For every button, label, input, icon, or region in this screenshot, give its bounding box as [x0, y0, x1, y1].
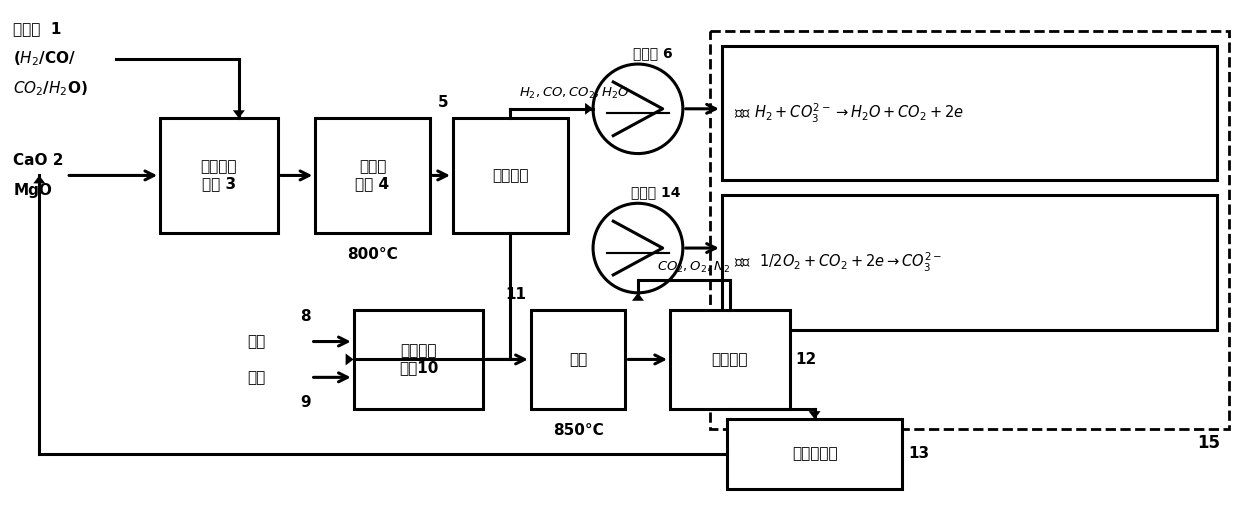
Text: 11: 11 — [506, 287, 527, 302]
Polygon shape — [346, 353, 353, 365]
Text: 13: 13 — [908, 446, 929, 461]
Text: 气固分离: 气固分离 — [492, 168, 528, 183]
FancyBboxPatch shape — [353, 310, 484, 409]
FancyBboxPatch shape — [453, 119, 568, 232]
Text: 8: 8 — [300, 309, 311, 324]
Text: 5: 5 — [438, 95, 449, 110]
Text: MgO: MgO — [14, 183, 52, 198]
Text: 800°C: 800°C — [347, 247, 398, 262]
Text: 碳酸化
反应 4: 碳酸化 反应 4 — [356, 159, 389, 192]
FancyBboxPatch shape — [160, 119, 278, 232]
Text: 合成气  1: 合成气 1 — [14, 21, 62, 36]
Text: 原料预热
单元 3: 原料预热 单元 3 — [201, 159, 237, 192]
Text: CaO 2: CaO 2 — [14, 153, 64, 168]
Text: 阳极 $H_2 + CO_3^{2-} \rightarrow H_2O + CO_2 + 2e$: 阳极 $H_2 + CO_3^{2-} \rightarrow H_2O + C… — [734, 102, 963, 125]
Polygon shape — [632, 293, 644, 301]
Text: 850°C: 850°C — [553, 423, 604, 438]
FancyBboxPatch shape — [727, 419, 901, 489]
Text: 甲烷: 甲烷 — [248, 334, 265, 349]
Text: 煅烧: 煅烧 — [569, 352, 588, 367]
Text: 回热器 6: 回热器 6 — [634, 46, 673, 60]
Polygon shape — [585, 103, 593, 115]
Polygon shape — [33, 175, 46, 184]
Text: 再生吸附剂: 再生吸附剂 — [792, 446, 837, 461]
FancyBboxPatch shape — [709, 31, 1229, 429]
Text: 15: 15 — [1198, 434, 1220, 452]
Text: $H_2,CO,CO_2,H_2O$: $H_2,CO,CO_2,H_2O$ — [518, 86, 629, 101]
Text: 气固分离: 气固分离 — [712, 352, 748, 367]
FancyBboxPatch shape — [315, 119, 430, 232]
Text: 9: 9 — [300, 395, 311, 410]
Polygon shape — [808, 411, 821, 419]
Polygon shape — [233, 110, 244, 119]
FancyBboxPatch shape — [531, 310, 625, 409]
Text: ($H_2$/CO/: ($H_2$/CO/ — [14, 49, 77, 68]
Text: 空气: 空气 — [248, 370, 265, 385]
Text: 12: 12 — [796, 352, 817, 367]
Text: $CO_2$/$H_2$O): $CO_2$/$H_2$O) — [14, 79, 88, 97]
FancyBboxPatch shape — [670, 310, 790, 409]
Text: 原料预热
单元10: 原料预热 单元10 — [399, 343, 438, 376]
Text: $CO_2,O_2,N_2$: $CO_2,O_2,N_2$ — [657, 260, 730, 275]
FancyBboxPatch shape — [722, 195, 1216, 329]
FancyBboxPatch shape — [722, 46, 1216, 181]
Text: 回热器 14: 回热器 14 — [631, 185, 681, 200]
Text: 阴极  $1/2O_2 + CO_2 + 2e \rightarrow CO_3^{2-}$: 阴极 $1/2O_2 + CO_2 + 2e \rightarrow CO_3^… — [734, 251, 942, 274]
